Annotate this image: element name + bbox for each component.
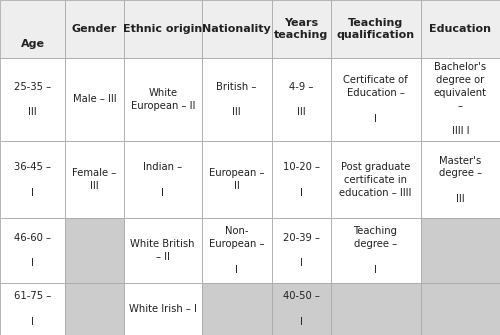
Bar — [124, 141, 202, 218]
Text: White Irish – I: White Irish – I — [129, 304, 196, 314]
Bar — [420, 283, 500, 335]
Text: 10-20 –

I: 10-20 – I — [282, 162, 320, 198]
Bar — [420, 141, 500, 218]
Text: Education: Education — [429, 24, 491, 34]
Bar — [202, 0, 272, 58]
Text: Certificate of
Education –

I: Certificate of Education – I — [343, 75, 408, 124]
Text: 4-9 –

III: 4-9 – III — [289, 82, 313, 117]
Text: 20-39 –

I: 20-39 – I — [282, 232, 320, 268]
Bar — [124, 0, 202, 58]
Text: Bachelor's
degree or
equivalent
–

IIII I: Bachelor's degree or equivalent – IIII I — [434, 62, 487, 136]
Text: White
European – II: White European – II — [130, 88, 195, 111]
Bar — [272, 0, 330, 58]
Bar — [0, 58, 65, 141]
Text: Years
teaching: Years teaching — [274, 18, 328, 40]
Bar — [272, 218, 330, 283]
Text: European –
II: European – II — [209, 168, 264, 191]
Text: Nationality: Nationality — [202, 24, 271, 34]
Bar — [0, 218, 65, 283]
Bar — [202, 58, 272, 141]
Text: Age: Age — [20, 39, 44, 49]
Text: Male – III: Male – III — [72, 94, 117, 105]
Text: 36-45 –

I: 36-45 – I — [14, 162, 51, 198]
Bar — [330, 141, 420, 218]
Bar — [272, 141, 330, 218]
Bar — [330, 58, 420, 141]
Bar — [202, 283, 272, 335]
Bar — [202, 218, 272, 283]
Bar — [420, 218, 500, 283]
Text: White British
– II: White British – II — [130, 239, 195, 262]
Bar — [330, 283, 420, 335]
Text: 25-35 –

III: 25-35 – III — [14, 82, 51, 117]
Bar — [420, 58, 500, 141]
Text: Master's
degree –

III: Master's degree – III — [438, 155, 482, 204]
Bar — [330, 0, 420, 58]
Bar — [65, 141, 124, 218]
Text: Post graduate
certificate in
education – IIII: Post graduate certificate in education –… — [340, 162, 411, 198]
Bar — [65, 283, 124, 335]
Text: Indian –

I: Indian – I — [143, 162, 182, 198]
Bar — [0, 283, 65, 335]
Bar — [272, 283, 330, 335]
Text: Teaching
qualification: Teaching qualification — [336, 18, 414, 40]
Text: Teaching
degree –

I: Teaching degree – I — [354, 226, 398, 275]
Text: Gender: Gender — [72, 24, 117, 34]
Bar — [0, 0, 65, 58]
Bar — [0, 141, 65, 218]
Bar — [65, 218, 124, 283]
Text: 61-75 –

I: 61-75 – I — [14, 291, 51, 327]
Bar — [420, 0, 500, 58]
Bar — [124, 218, 202, 283]
Text: 46-60 –

I: 46-60 – I — [14, 232, 51, 268]
Bar — [124, 58, 202, 141]
Bar — [272, 58, 330, 141]
Text: British –

III: British – III — [216, 82, 256, 117]
Bar — [330, 218, 420, 283]
Bar — [124, 283, 202, 335]
Bar — [65, 0, 124, 58]
Text: Ethnic origin: Ethnic origin — [123, 24, 202, 34]
Bar — [65, 58, 124, 141]
Text: Non-
European –

I: Non- European – I — [209, 226, 264, 275]
Bar — [202, 141, 272, 218]
Text: 40-50 –

I: 40-50 – I — [282, 291, 320, 327]
Text: Female –
III: Female – III — [72, 168, 117, 191]
